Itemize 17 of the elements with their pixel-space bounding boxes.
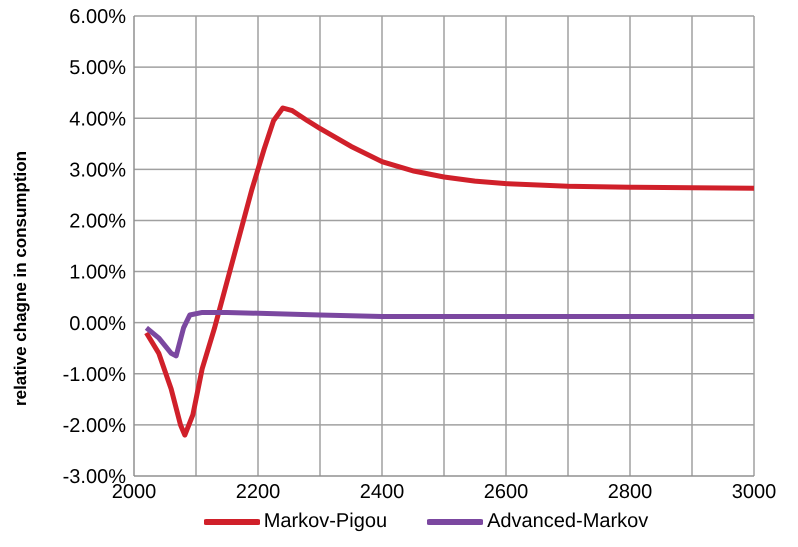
x-tick-label: 2200 [236,481,280,504]
y-tick-label: 6.00% [69,6,126,28]
y-tick-label: 5.00% [69,57,126,80]
y-tick-label: -2.00% [62,414,126,437]
legend-label: Markov-Pigou [264,510,388,533]
y-axis-title: relative chagne in consumption [11,150,30,406]
x-tick-label: 3000 [732,481,776,504]
x-tick-label: 2600 [484,481,528,504]
y-tick-label: 0.00% [69,312,126,335]
y-tick-label: 1.00% [69,262,126,284]
x-tick-label: 2800 [608,481,652,504]
y-tick-label: 2.00% [69,210,126,233]
y-tick-label: 3.00% [69,159,126,182]
x-tick-label: 2400 [360,481,404,504]
legend-label: Advanced-Markov [487,510,648,533]
y-tick-label: -1.00% [62,364,126,386]
y-tick-label: 4.00% [69,108,126,130]
